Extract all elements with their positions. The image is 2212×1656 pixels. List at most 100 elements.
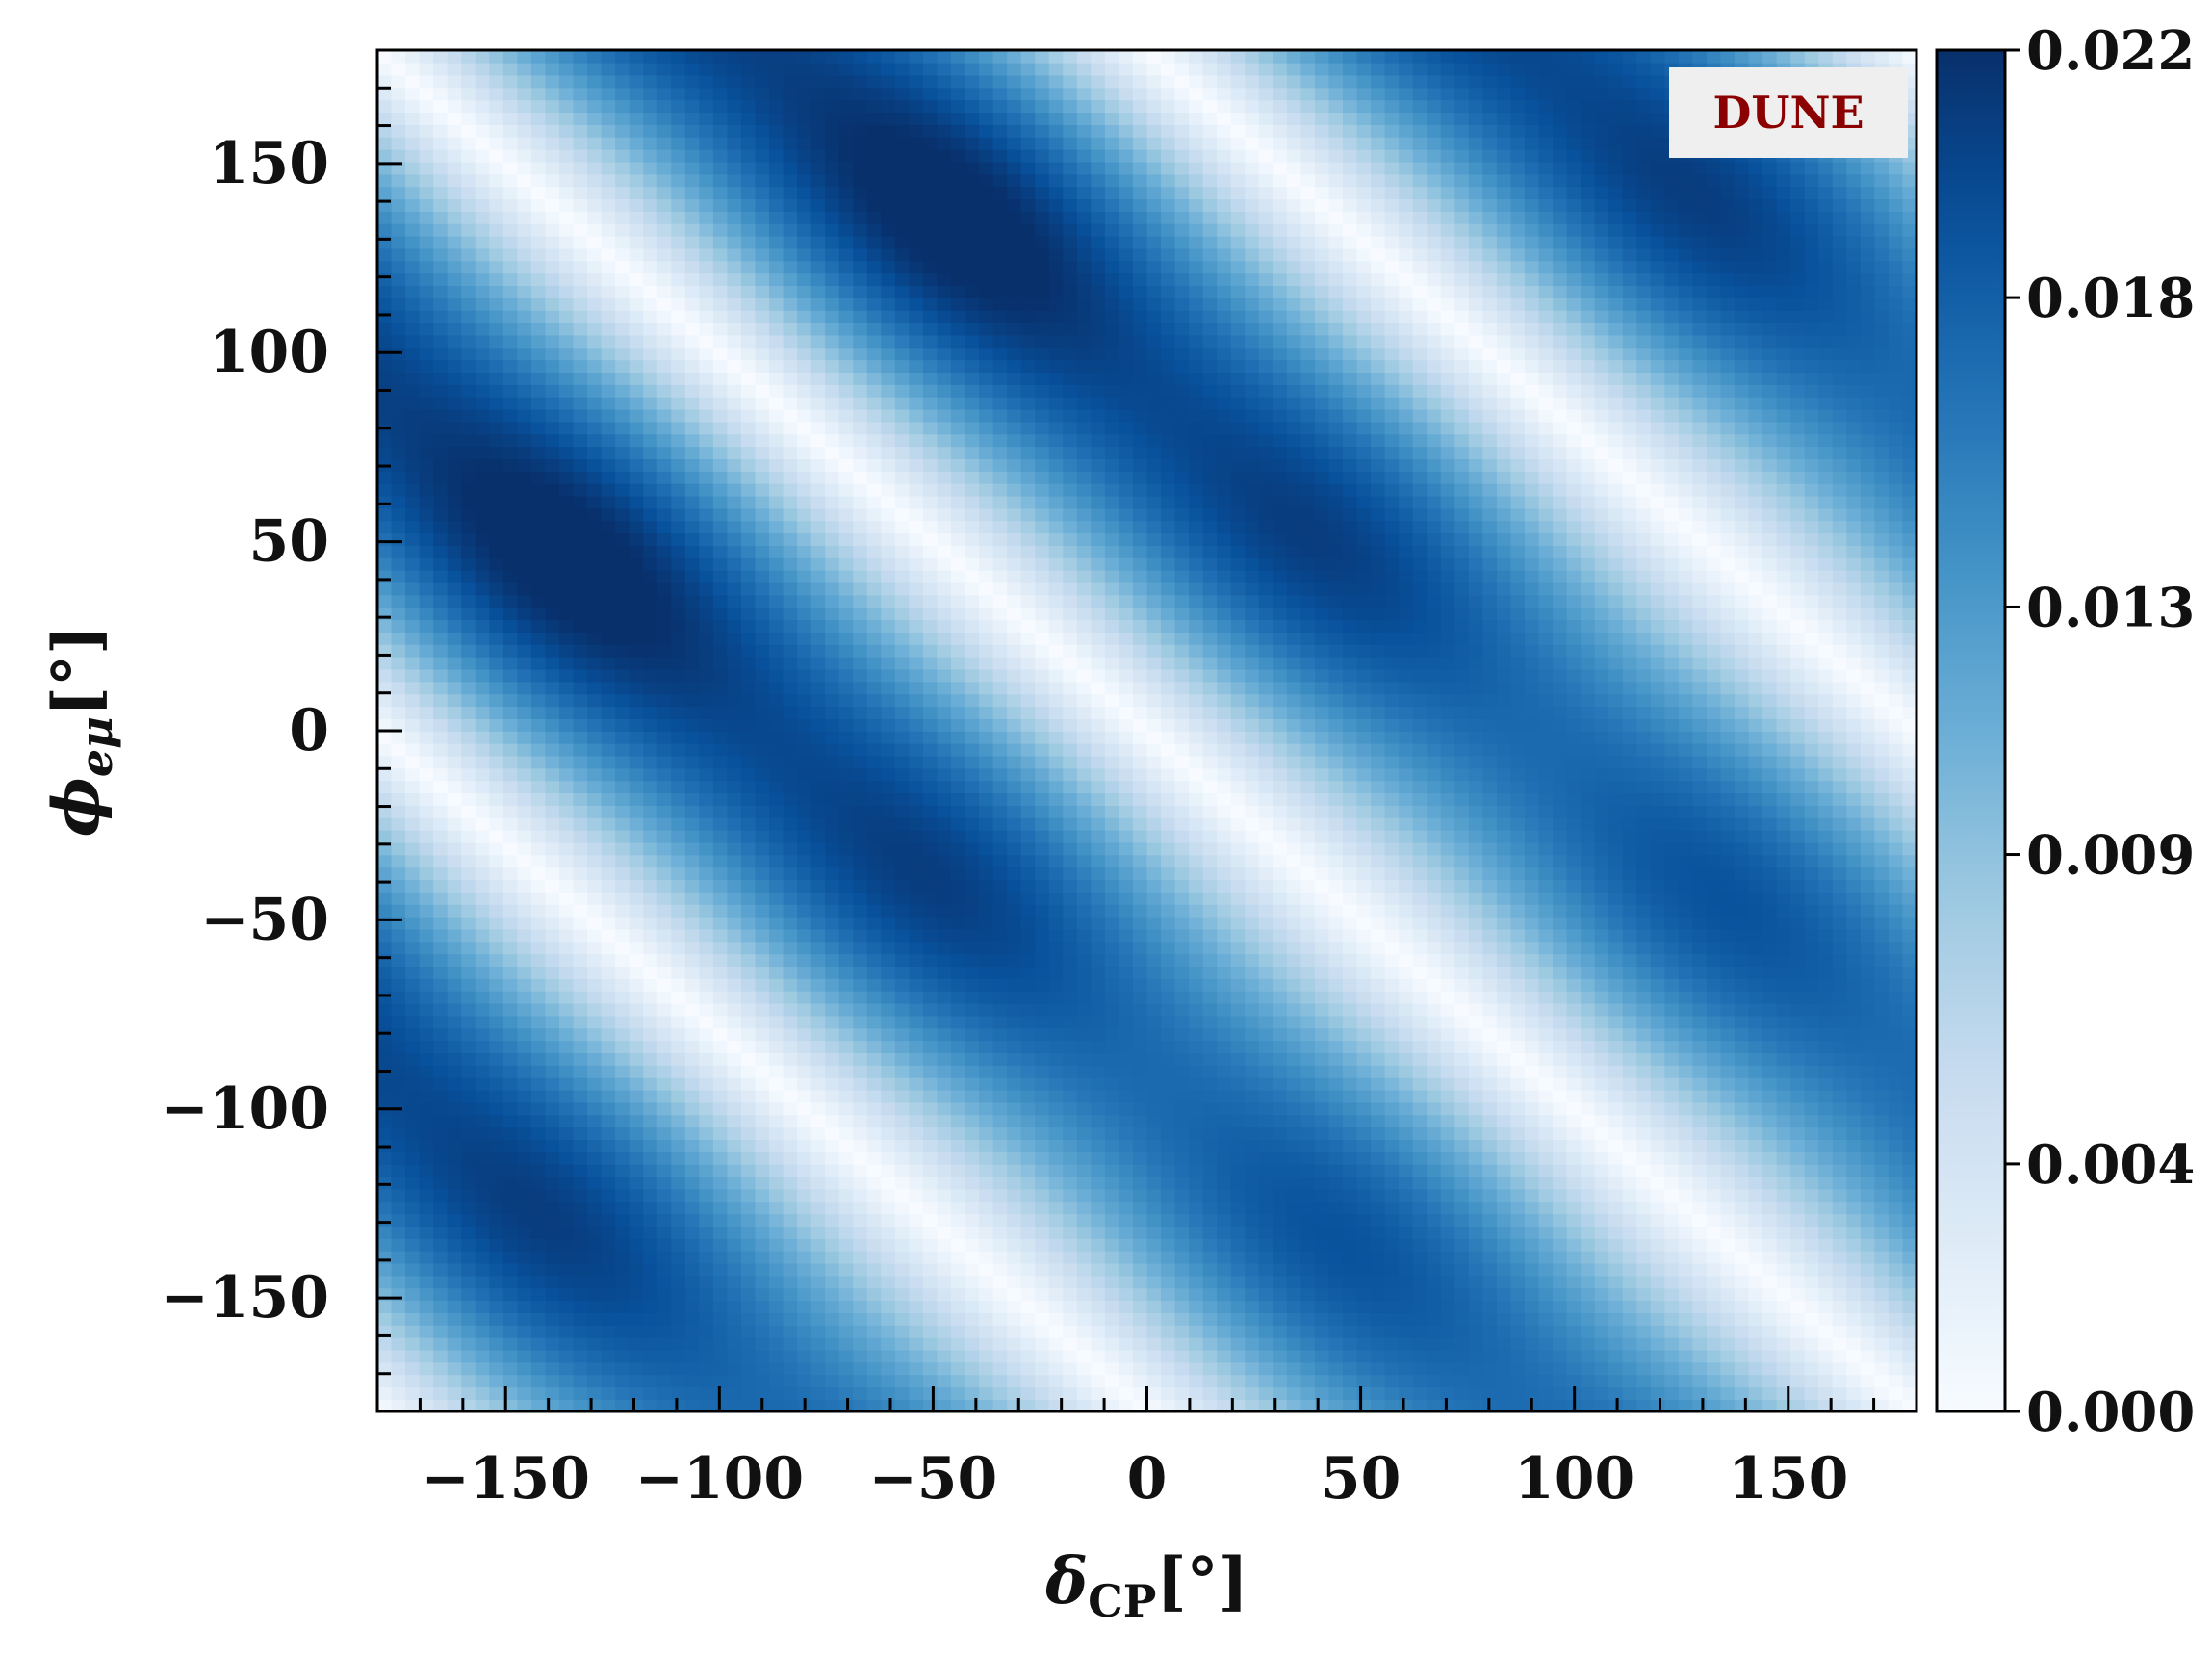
heatmap-cell bbox=[391, 1213, 406, 1227]
heatmap-cell bbox=[447, 198, 463, 212]
heatmap-cell bbox=[573, 1312, 588, 1326]
heatmap-cell bbox=[712, 1002, 729, 1017]
heatmap-cell bbox=[894, 1126, 911, 1140]
heatmap-cell bbox=[755, 1262, 770, 1277]
heatmap-cell bbox=[740, 941, 757, 955]
heatmap-cell bbox=[433, 966, 449, 979]
heatmap-cell bbox=[558, 1089, 575, 1103]
heatmap-cell bbox=[712, 681, 729, 695]
heatmap-cell bbox=[391, 1386, 406, 1400]
heatmap-cell bbox=[769, 879, 784, 893]
heatmap-cell bbox=[825, 1040, 840, 1054]
heatmap-cell bbox=[797, 879, 812, 893]
heatmap-cell bbox=[909, 495, 924, 509]
heatmap-cell bbox=[671, 148, 686, 163]
heatmap-cell bbox=[433, 482, 449, 497]
heatmap-cell bbox=[881, 334, 896, 349]
heatmap-cell bbox=[825, 1399, 840, 1411]
heatmap-cell bbox=[629, 903, 644, 918]
heatmap-cell bbox=[643, 978, 658, 992]
heatmap-cell bbox=[489, 854, 504, 868]
heatmap-cell bbox=[853, 62, 868, 76]
heatmap-cell bbox=[727, 582, 742, 596]
heatmap-cell bbox=[755, 298, 770, 311]
heatmap-cell bbox=[558, 458, 575, 472]
heatmap-cell bbox=[461, 990, 476, 1004]
heatmap-cell bbox=[517, 1262, 532, 1277]
heatmap-cell bbox=[922, 816, 939, 831]
heatmap-cell bbox=[419, 334, 434, 349]
heatmap-cell bbox=[447, 1188, 463, 1203]
heatmap-cell bbox=[699, 458, 714, 472]
heatmap-cell bbox=[684, 594, 701, 608]
heatmap-cell bbox=[838, 347, 855, 361]
heatmap-cell bbox=[601, 632, 616, 645]
heatmap-cell bbox=[517, 347, 532, 361]
heatmap-cell bbox=[797, 507, 812, 522]
heatmap-cell bbox=[740, 668, 757, 683]
heatmap-cell bbox=[769, 322, 784, 336]
heatmap-cell bbox=[475, 731, 491, 744]
heatmap-cell bbox=[377, 792, 393, 806]
heatmap-cell bbox=[783, 260, 798, 274]
heatmap-cell bbox=[699, 235, 714, 249]
heatmap-cell bbox=[643, 1126, 658, 1140]
heatmap-cell bbox=[643, 298, 658, 311]
heatmap-cell bbox=[502, 1114, 519, 1128]
heatmap-cell bbox=[699, 298, 714, 311]
heatmap-cell bbox=[838, 619, 855, 633]
heatmap-cell bbox=[684, 186, 701, 200]
heatmap-cell bbox=[797, 867, 812, 881]
heatmap-cell bbox=[601, 1312, 616, 1326]
heatmap-cell bbox=[643, 359, 658, 374]
heatmap-cell bbox=[461, 235, 476, 249]
heatmap-cell bbox=[755, 50, 770, 64]
heatmap-cell bbox=[881, 482, 896, 497]
heatmap-cell bbox=[475, 235, 491, 249]
heatmap-cell bbox=[656, 731, 673, 744]
heatmap-cell bbox=[461, 953, 476, 968]
heatmap-cell bbox=[615, 148, 630, 163]
heatmap-cell bbox=[727, 247, 742, 262]
heatmap-cell bbox=[615, 1238, 630, 1252]
heatmap-cell bbox=[769, 198, 784, 212]
heatmap-cell bbox=[558, 1040, 575, 1054]
heatmap-cell bbox=[979, 408, 994, 423]
heatmap-cell bbox=[866, 50, 883, 64]
heatmap-cell bbox=[838, 458, 855, 472]
heatmap-cell bbox=[461, 619, 476, 633]
heatmap-cell bbox=[922, 1201, 939, 1215]
heatmap-cell bbox=[684, 247, 701, 262]
heatmap-cell bbox=[656, 941, 673, 955]
heatmap-cell bbox=[937, 892, 952, 905]
heatmap-cell bbox=[615, 1052, 630, 1066]
heatmap-cell bbox=[825, 1052, 840, 1066]
heatmap-cell bbox=[601, 990, 616, 1004]
heatmap-cell bbox=[629, 1312, 644, 1326]
heatmap-cell bbox=[558, 1336, 575, 1351]
heatmap-cell bbox=[881, 706, 896, 719]
heatmap-cell bbox=[684, 408, 701, 423]
heatmap-cell bbox=[629, 668, 644, 683]
heatmap-cell bbox=[909, 545, 924, 558]
heatmap-cell bbox=[433, 681, 449, 695]
heatmap-cell bbox=[419, 446, 434, 459]
heatmap-cell bbox=[558, 50, 575, 64]
heatmap-cell bbox=[755, 1213, 770, 1227]
heatmap-cell bbox=[825, 148, 840, 163]
heatmap-cell bbox=[965, 1201, 980, 1215]
heatmap-cell bbox=[755, 1089, 770, 1103]
heatmap-cell bbox=[545, 272, 560, 287]
heatmap-cell bbox=[377, 322, 393, 336]
heatmap-cell bbox=[433, 1163, 449, 1177]
heatmap-cell bbox=[573, 1126, 588, 1140]
heatmap-cell bbox=[740, 62, 757, 76]
heatmap-cell bbox=[783, 124, 798, 138]
heatmap-cell bbox=[447, 867, 463, 881]
heatmap-cell bbox=[699, 148, 714, 163]
heatmap-cell bbox=[797, 99, 812, 114]
heatmap-cell bbox=[727, 867, 742, 881]
heatmap-cell bbox=[825, 372, 840, 385]
heatmap-cell bbox=[502, 644, 519, 658]
heatmap-cell bbox=[391, 1336, 406, 1351]
